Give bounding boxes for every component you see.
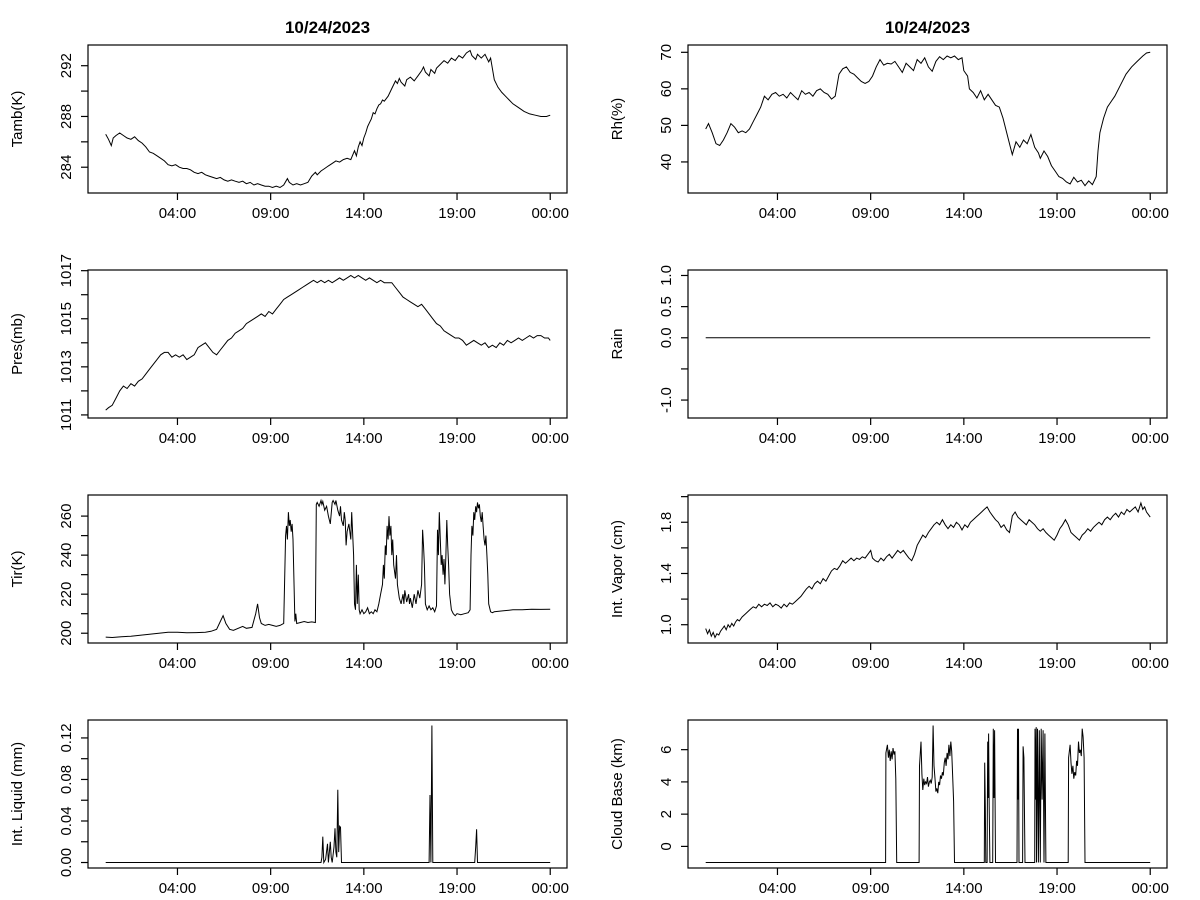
svg-text:Pres(mb): Pres(mb)	[9, 313, 26, 375]
svg-text:19:00: 19:00	[438, 205, 476, 222]
svg-text:09:00: 09:00	[252, 430, 290, 447]
panel-vapor: 04:00 09:00 14:00 19:00 00:00 1.0 1.4 1.8 Int. V…	[600, 450, 1200, 675]
svg-text:0.04: 0.04	[58, 806, 75, 835]
svg-text:14:00: 14:00	[345, 655, 383, 672]
svg-text:19:00: 19:00	[438, 655, 476, 672]
svg-text:04:00: 04:00	[759, 655, 797, 672]
svg-text:00:00: 00:00	[1131, 205, 1169, 222]
vapor-chart: 04:00 09:00 14:00 19:00 00:00 1.0 1.4 1.8 Int. V…	[609, 494, 1169, 672]
svg-text:10/24/2023: 10/24/2023	[885, 18, 970, 37]
rain-chart: 04:00 09:00 14:00 19:00 00:00 -1.0 0.0 0.5 1.0 Ra…	[609, 265, 1169, 447]
svg-text:0.12: 0.12	[58, 723, 75, 752]
svg-text:1.0: 1.0	[658, 265, 675, 286]
tamb-chart: 04:00 09:00 14:00 19:00 00:00 284 288 292 Tamb(K…	[9, 18, 569, 222]
svg-text:Rh(%): Rh(%)	[609, 98, 626, 141]
panel-tamb: 04:00 09:00 14:00 19:00 00:00 284 288 292 Tamb(K…	[0, 0, 600, 225]
panel-liquid: 04:00 09:00 14:00 19:00 00:00 0.00 0.04 0.08 0.1…	[0, 675, 600, 900]
svg-text:00:00: 00:00	[1131, 880, 1169, 897]
svg-text:09:00: 09:00	[252, 205, 290, 222]
svg-text:19:00: 19:00	[1038, 655, 1076, 672]
svg-text:10/24/2023: 10/24/2023	[285, 18, 370, 37]
svg-text:-1.0: -1.0	[658, 387, 675, 413]
panel-tir: 04:00 09:00 14:00 19:00 00:00 200 220 240 260 Tir…	[0, 450, 600, 675]
svg-text:09:00: 09:00	[852, 430, 890, 447]
panel-cloudbase: 04:00 09:00 14:00 19:00 00:00 0 2 4 6 Cloud Base …	[600, 675, 1200, 900]
svg-text:260: 260	[58, 504, 75, 529]
svg-text:00:00: 00:00	[531, 880, 569, 897]
svg-text:60: 60	[658, 81, 675, 98]
svg-text:04:00: 04:00	[159, 205, 197, 222]
rh-chart: 04:00 09:00 14:00 19:00 00:00 40 50 60 70 Rh(%) 10…	[609, 18, 1169, 222]
svg-text:14:00: 14:00	[345, 205, 383, 222]
svg-text:1.4: 1.4	[658, 563, 675, 584]
svg-text:19:00: 19:00	[1038, 205, 1076, 222]
svg-text:04:00: 04:00	[759, 430, 797, 447]
svg-text:200: 200	[58, 621, 75, 646]
svg-text:292: 292	[58, 53, 75, 78]
svg-text:14:00: 14:00	[945, 430, 983, 447]
svg-text:19:00: 19:00	[1038, 430, 1076, 447]
svg-text:14:00: 14:00	[945, 655, 983, 672]
panel-rh: 04:00 09:00 14:00 19:00 00:00 40 50 60 70 Rh(%) 10…	[600, 0, 1200, 225]
svg-text:6: 6	[658, 745, 675, 753]
svg-text:50: 50	[658, 117, 675, 134]
svg-text:240: 240	[58, 543, 75, 568]
svg-text:09:00: 09:00	[252, 655, 290, 672]
svg-text:0.0: 0.0	[658, 327, 675, 348]
svg-text:04:00: 04:00	[759, 205, 797, 222]
svg-text:09:00: 09:00	[852, 205, 890, 222]
svg-text:04:00: 04:00	[159, 880, 197, 897]
svg-text:288: 288	[58, 104, 75, 129]
svg-text:284: 284	[58, 155, 75, 180]
svg-text:14:00: 14:00	[945, 205, 983, 222]
svg-text:0.00: 0.00	[58, 848, 75, 877]
svg-text:Cloud Base (km): Cloud Base (km)	[609, 738, 626, 850]
svg-text:0.08: 0.08	[58, 765, 75, 794]
svg-text:Int. Liquid (mm): Int. Liquid (mm)	[9, 742, 26, 846]
svg-text:1013: 1013	[58, 350, 75, 383]
svg-text:19:00: 19:00	[438, 880, 476, 897]
svg-text:00:00: 00:00	[1131, 430, 1169, 447]
svg-text:00:00: 00:00	[531, 655, 569, 672]
svg-text:220: 220	[58, 582, 75, 607]
svg-text:1017: 1017	[58, 254, 75, 287]
panel-rain: 04:00 09:00 14:00 19:00 00:00 -1.0 0.0 0.5 1.0 Ra…	[600, 225, 1200, 450]
svg-text:09:00: 09:00	[252, 880, 290, 897]
pres-chart: 04:00 09:00 14:00 19:00 00:00 1011 1013 1015 101…	[9, 254, 569, 447]
svg-text:04:00: 04:00	[759, 880, 797, 897]
tir-chart: 04:00 09:00 14:00 19:00 00:00 200 220 240 260 Tir…	[9, 494, 569, 672]
svg-text:19:00: 19:00	[438, 430, 476, 447]
svg-text:70: 70	[658, 44, 675, 61]
svg-text:00:00: 00:00	[531, 205, 569, 222]
svg-text:04:00: 04:00	[159, 655, 197, 672]
svg-text:Rain: Rain	[609, 329, 626, 360]
svg-text:04:00: 04:00	[159, 430, 197, 447]
svg-text:14:00: 14:00	[345, 880, 383, 897]
svg-text:09:00: 09:00	[852, 655, 890, 672]
panel-pres: 04:00 09:00 14:00 19:00 00:00 1011 1013 1015 101…	[0, 225, 600, 450]
svg-text:Tamb(K): Tamb(K)	[9, 91, 26, 148]
svg-text:19:00: 19:00	[1038, 880, 1076, 897]
svg-text:09:00: 09:00	[852, 880, 890, 897]
cloudbase-chart: 04:00 09:00 14:00 19:00 00:00 0 2 4 6 Cloud Base …	[609, 719, 1169, 897]
svg-text:40: 40	[658, 154, 675, 171]
svg-text:1.0: 1.0	[658, 614, 675, 635]
svg-text:00:00: 00:00	[531, 430, 569, 447]
svg-text:Tir(K): Tir(K)	[9, 551, 26, 588]
svg-text:1015: 1015	[58, 302, 75, 335]
liquid-chart: 04:00 09:00 14:00 19:00 00:00 0.00 0.04 0.08 0.1…	[9, 719, 569, 897]
svg-text:1.8: 1.8	[658, 512, 675, 533]
svg-text:2: 2	[658, 810, 675, 818]
svg-text:14:00: 14:00	[345, 430, 383, 447]
svg-text:14:00: 14:00	[945, 880, 983, 897]
svg-text:1011: 1011	[58, 399, 75, 431]
svg-text:Int. Vapor (cm): Int. Vapor (cm)	[609, 520, 626, 618]
svg-text:0: 0	[658, 842, 675, 850]
svg-text:4: 4	[658, 778, 675, 786]
svg-text:0.5: 0.5	[658, 296, 675, 317]
svg-text:00:00: 00:00	[1131, 655, 1169, 672]
